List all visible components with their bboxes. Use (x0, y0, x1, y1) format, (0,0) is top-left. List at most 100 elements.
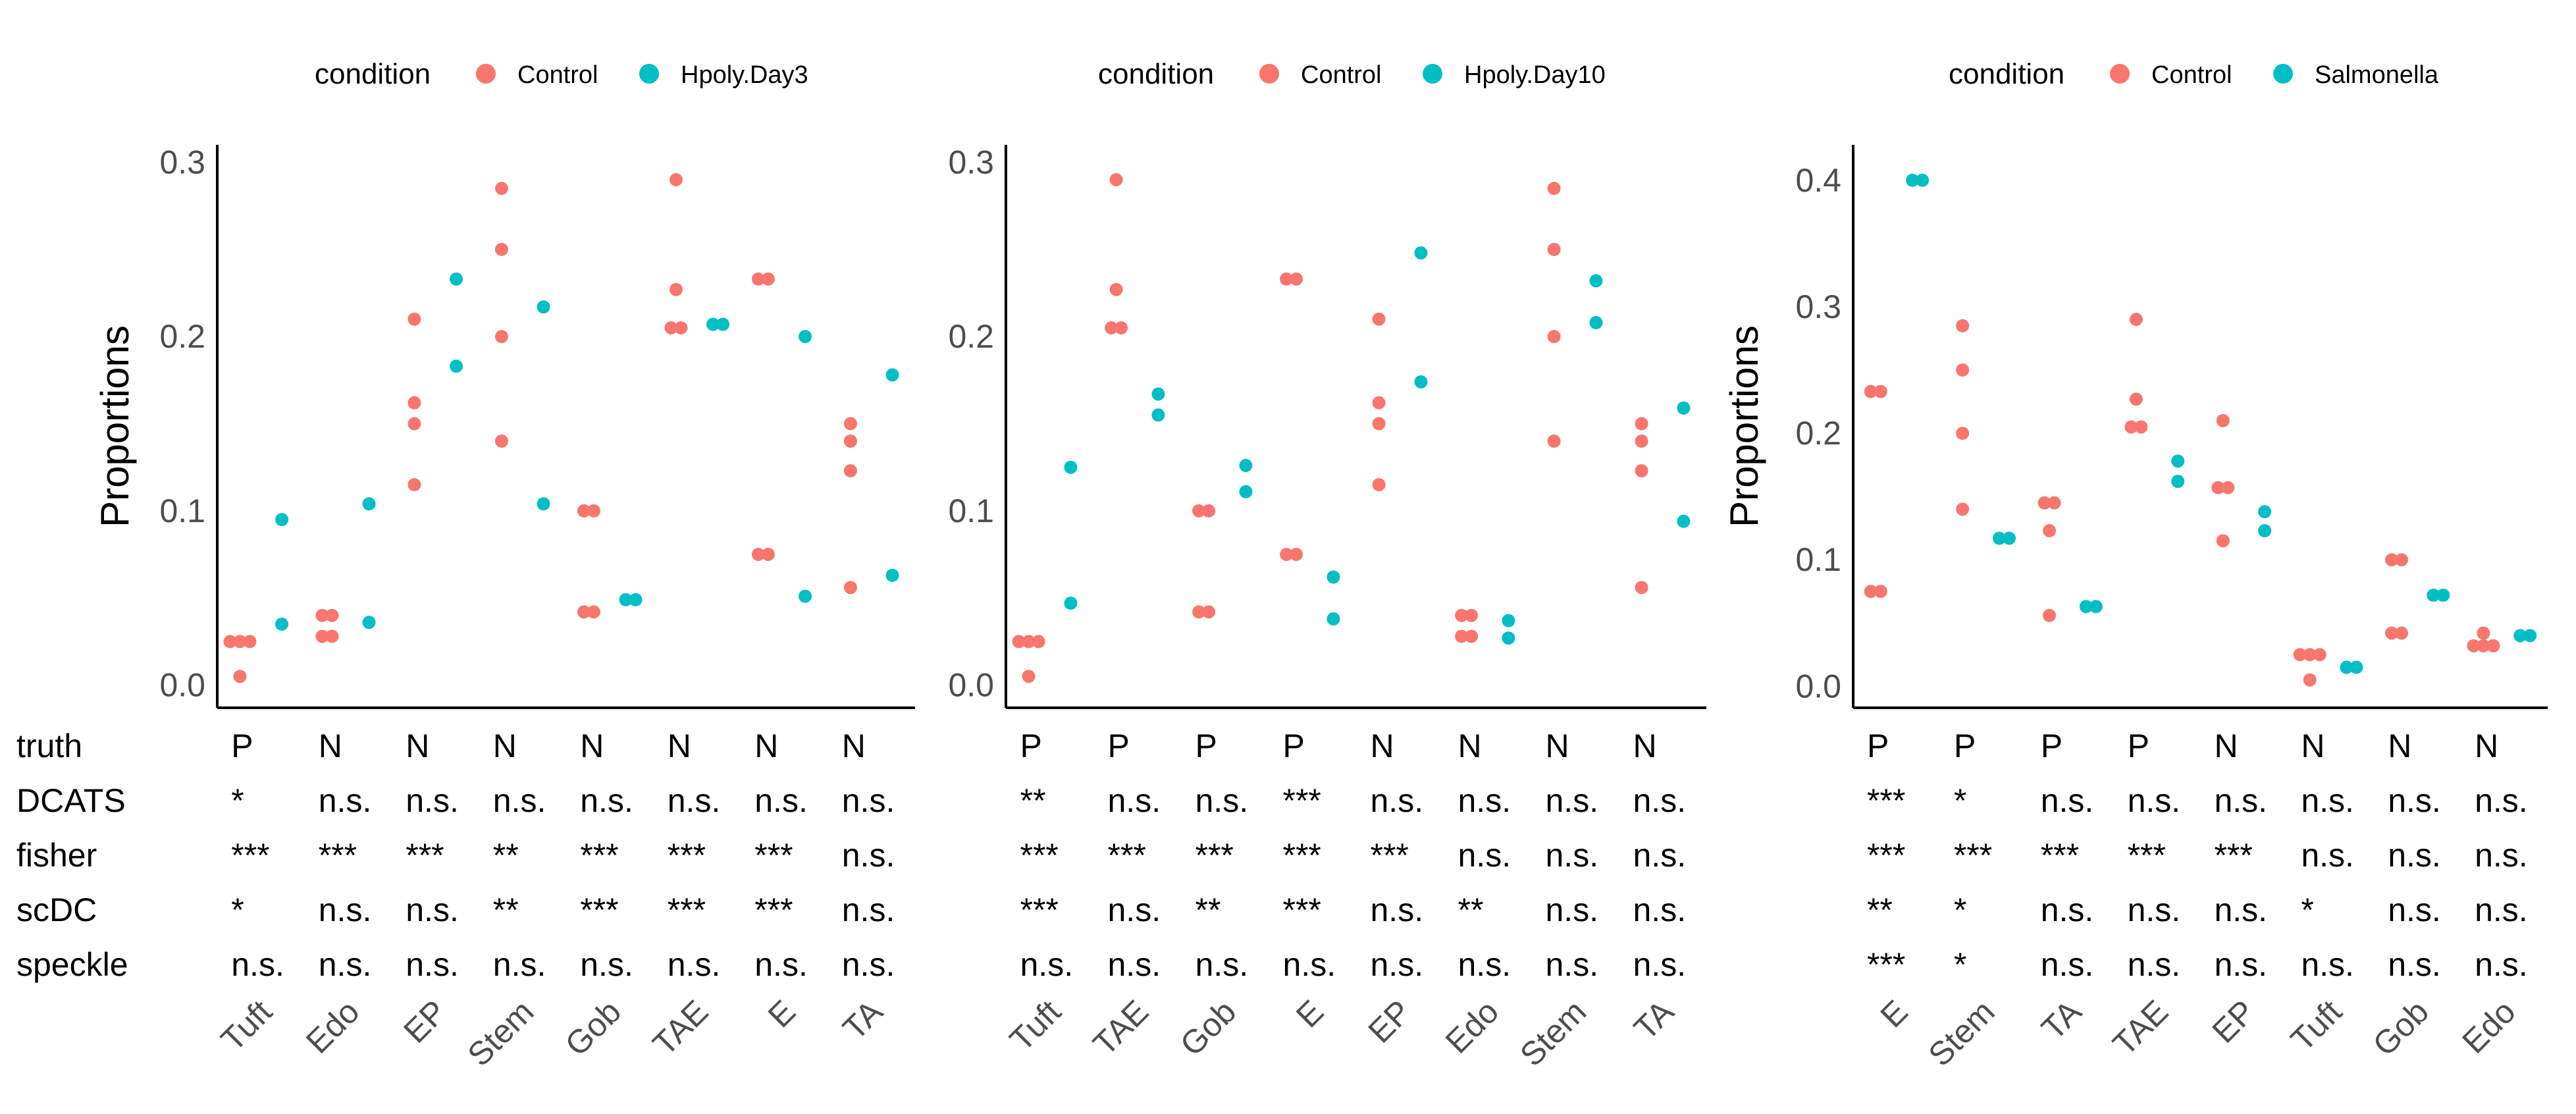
legend-label-0: Control (2151, 61, 2232, 89)
table-cell: P (1196, 728, 1217, 764)
table-cell: n.s. (1633, 946, 1687, 983)
row-label-truth: truth (16, 728, 82, 764)
data-point-control (494, 330, 508, 344)
data-point-control (2124, 420, 2138, 434)
table-cell: N (668, 728, 691, 764)
data-point-salmonella (2350, 660, 2363, 674)
data-point-control (1956, 427, 1970, 440)
table-cell: n.s. (319, 946, 372, 983)
data-point-hpoly-day3 (450, 272, 463, 286)
table-cell: ** (1458, 891, 1484, 928)
data-point-control (1465, 629, 1479, 643)
data-point-hpoly-day10 (1239, 485, 1253, 498)
data-point-control (1547, 330, 1561, 344)
table-cell: P (1867, 728, 1889, 764)
data-point-control (325, 629, 339, 643)
legend-label-0: Control (517, 61, 598, 89)
data-point-control (2395, 553, 2409, 567)
table-cell: *** (1867, 782, 1905, 819)
table-cell: n.s. (1546, 946, 1599, 983)
category-label: Gob (2366, 993, 2436, 1063)
table-cell: N (1458, 728, 1482, 764)
table-cell: n.s. (2301, 782, 2354, 819)
data-point-control (1105, 321, 1118, 334)
category-label: TAE (2106, 993, 2176, 1063)
category-label: Edo (1438, 993, 1506, 1061)
data-point-hpoly-day10 (1414, 246, 1428, 260)
data-point-salmonella (2340, 660, 2353, 674)
data-point-control (1192, 504, 1206, 517)
table-cell: n.s. (2475, 837, 2528, 874)
data-point-hpoly-day3 (537, 497, 550, 511)
data-point-control (407, 396, 421, 410)
table-cell: n.s. (2388, 946, 2441, 983)
table-cell: n.s. (1108, 891, 1161, 928)
data-point-control (407, 312, 421, 326)
table-cell: n.s. (1633, 837, 1687, 874)
y-tick-label: 0.3 (159, 144, 205, 180)
legend-key-0 (1259, 64, 1279, 84)
y-tick-label: 0.4 (1795, 162, 1841, 199)
data-point-control (751, 272, 765, 286)
table-cell: *** (2128, 837, 2166, 874)
data-point-control (2477, 626, 2490, 640)
legend-title: condition (1949, 58, 2064, 90)
table-cell: n.s. (1633, 891, 1687, 928)
category-label: Tuft (214, 993, 279, 1058)
data-point-control (1956, 363, 1970, 377)
data-point-hpoly-day3 (885, 568, 899, 582)
data-point-hpoly-day10 (1327, 570, 1340, 584)
data-point-control (2047, 496, 2061, 510)
data-point-control (2467, 639, 2481, 652)
table-cell: n.s. (319, 891, 372, 928)
data-point-hpoly-day3 (716, 317, 730, 331)
table-cell: * (231, 782, 244, 819)
table-cell: *** (1283, 782, 1321, 819)
data-point-control (1109, 282, 1123, 296)
data-point-control (2385, 553, 2399, 567)
data-point-control (2221, 481, 2235, 494)
table-cell: P (231, 728, 253, 764)
table-cell: n.s. (1020, 946, 1074, 983)
row-label-DCATS: DCATS (16, 782, 126, 819)
table-cell: n.s. (1196, 946, 1249, 983)
data-point-control (2486, 639, 2500, 652)
data-point-salmonella (2171, 475, 2185, 489)
category-label: EP (1361, 993, 1419, 1050)
table-cell: N (319, 728, 342, 764)
data-point-hpoly-day10 (1677, 514, 1691, 528)
data-point-hpoly-day10 (1151, 387, 1165, 401)
data-point-hpoly-day3 (799, 330, 812, 344)
data-point-control (674, 321, 688, 334)
table-cell: N (1633, 728, 1657, 764)
table-cell: *** (1371, 837, 1409, 874)
data-point-control (843, 581, 857, 595)
data-point-control (233, 635, 247, 649)
table-cell: *** (1867, 837, 1905, 874)
data-point-control (587, 504, 600, 517)
data-point-hpoly-day3 (799, 589, 812, 603)
legend-label-1: Hpoly.Day3 (681, 61, 808, 89)
table-cell: *** (2041, 837, 2079, 874)
table-cell: n.s. (2388, 782, 2441, 819)
data-point-salmonella (2258, 524, 2272, 538)
y-tick-label: 0.0 (1795, 668, 1841, 704)
data-point-control (669, 282, 683, 296)
table-cell: *** (1196, 837, 1234, 874)
category-label: Tuft (2284, 993, 2349, 1058)
table-cell: n.s. (1196, 782, 1249, 819)
category-label: E (1289, 993, 1330, 1034)
table-cell: P (1108, 728, 1130, 764)
data-point-control (407, 478, 421, 492)
data-point-salmonella (2427, 589, 2440, 602)
data-point-hpoly-day10 (1064, 460, 1078, 474)
data-point-salmonella (2258, 505, 2272, 519)
table-cell: n.s. (1108, 946, 1161, 983)
table-cell: n.s. (1633, 782, 1687, 819)
table-cell: n.s. (2128, 946, 2181, 983)
row-label-scDC: scDC (16, 891, 97, 928)
data-point-control (1864, 585, 1878, 598)
table-cell: ** (1196, 891, 1221, 928)
table-cell: * (1954, 946, 1966, 983)
data-point-control (1547, 435, 1561, 448)
